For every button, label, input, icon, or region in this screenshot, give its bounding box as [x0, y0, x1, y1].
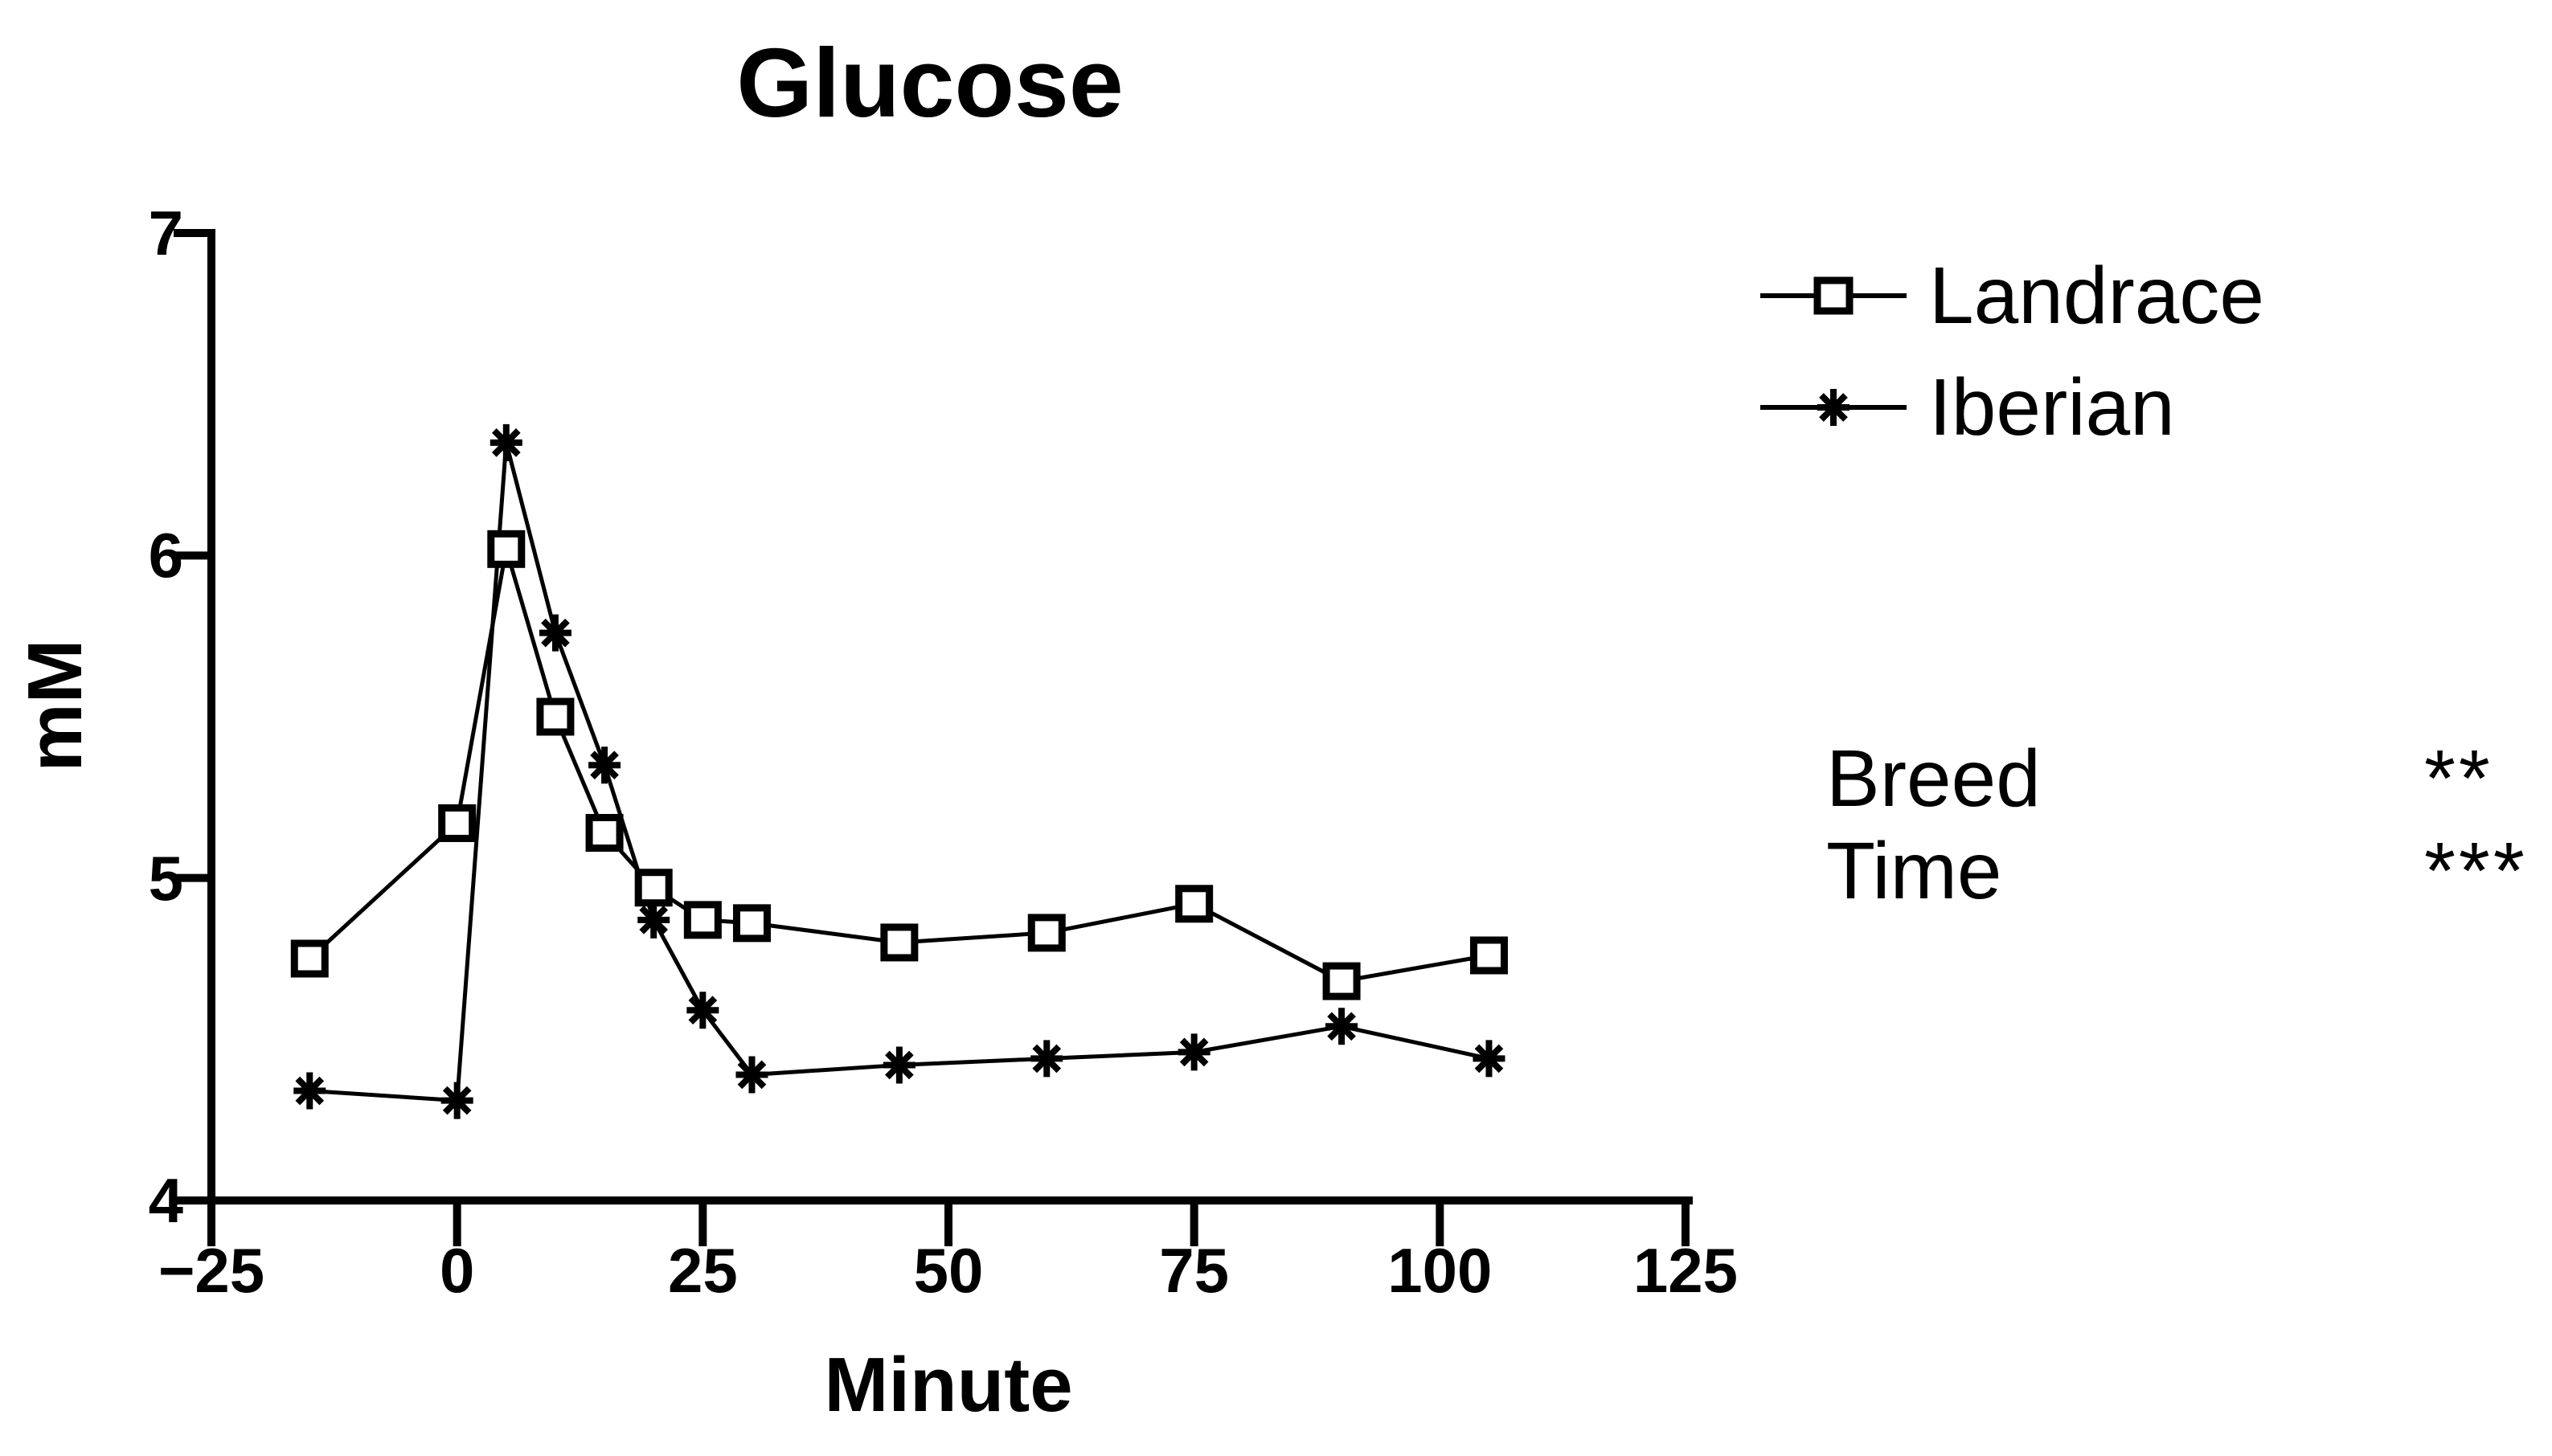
data-point-square	[438, 804, 477, 842]
stats-row-time: Time ***	[1826, 825, 2552, 930]
ytick-label-6: 6	[148, 520, 183, 591]
data-point-square	[732, 904, 771, 943]
data-point-square	[683, 901, 722, 939]
data-point-square	[585, 813, 624, 852]
data-point-square	[1175, 885, 1214, 923]
xtick-label-75: 75	[1159, 1235, 1230, 1306]
xtick-label-25: 25	[667, 1235, 738, 1306]
xtick-label-100: 100	[1387, 1235, 1493, 1306]
legend-iberian-marker	[1760, 389, 1907, 426]
legend-item-landrace: Landrace	[1929, 251, 2264, 341]
axes	[174, 229, 1693, 1246]
legend-landrace-marker	[1760, 276, 1907, 315]
ytick-label-7: 7	[148, 198, 183, 268]
xtick-label-125: 125	[1632, 1235, 1739, 1306]
series-markers-landrace	[290, 530, 1508, 1000]
data-point-square	[536, 697, 575, 736]
xtick-label-50: 50	[913, 1235, 984, 1306]
data-point-square	[1322, 962, 1361, 1000]
ytick-label-4: 4	[148, 1165, 183, 1236]
legend-item-iberian: Iberian	[1929, 362, 2175, 452]
data-point-square	[1469, 936, 1508, 975]
data-point-square	[487, 530, 526, 568]
stats-significance-breed: **	[2424, 734, 2493, 824]
stats-row-breed: Breed **	[1826, 733, 2552, 837]
chart-title: Glucose	[736, 28, 1124, 137]
xtick-label-0: 0	[439, 1235, 475, 1306]
stats-label-breed: Breed	[1826, 734, 2041, 824]
data-point-square	[1027, 914, 1066, 952]
series-markers-iberian	[293, 423, 1505, 1119]
x-axis-label: Minute	[824, 1342, 1073, 1428]
stats-significance-time: ***	[2424, 826, 2528, 916]
xtick-label-neg25: −25	[158, 1235, 265, 1306]
data-point-square	[880, 923, 919, 962]
stats-label-time: Time	[1826, 826, 2002, 916]
ytick-label-5: 5	[148, 842, 183, 914]
data-point-square	[290, 939, 329, 978]
